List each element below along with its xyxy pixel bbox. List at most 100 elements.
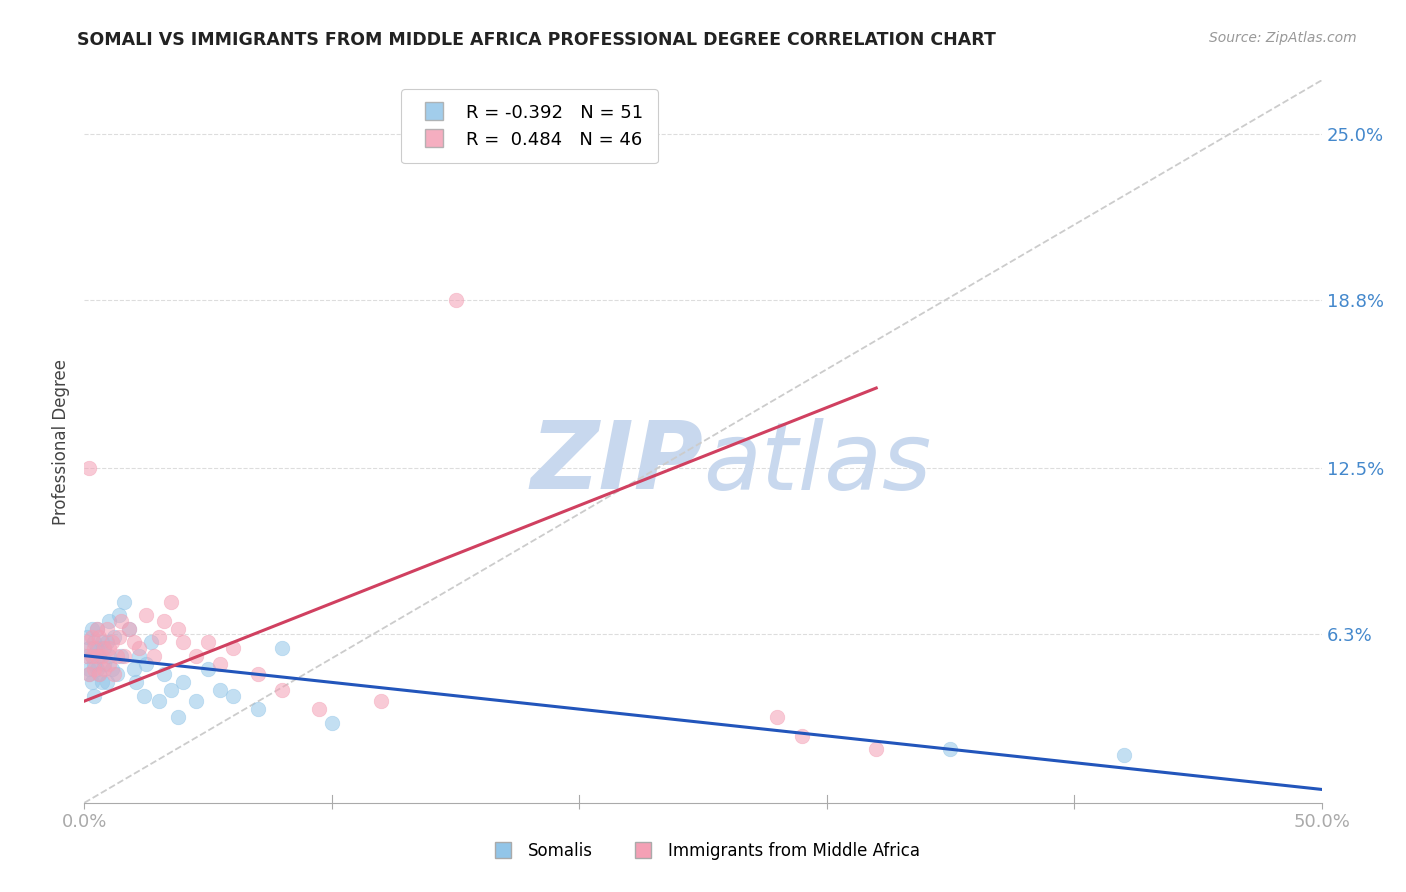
Point xyxy=(172,635,194,649)
Point xyxy=(103,630,125,644)
Point xyxy=(112,648,135,663)
Point xyxy=(135,608,157,623)
Point xyxy=(184,694,207,708)
Point xyxy=(80,630,103,644)
Point xyxy=(142,648,165,663)
Point xyxy=(76,635,98,649)
Point xyxy=(321,715,343,730)
Point xyxy=(308,702,330,716)
Point xyxy=(90,675,112,690)
Point xyxy=(76,648,98,663)
Point xyxy=(766,710,789,724)
Point xyxy=(444,293,467,307)
Point xyxy=(1112,747,1135,762)
Point xyxy=(118,622,141,636)
Point xyxy=(79,640,101,655)
Point xyxy=(112,595,135,609)
Point xyxy=(89,630,111,644)
Point xyxy=(160,595,183,609)
Point xyxy=(128,640,150,655)
Point xyxy=(172,675,194,690)
Point xyxy=(76,630,98,644)
Point xyxy=(83,657,105,671)
Point xyxy=(148,694,170,708)
Point xyxy=(83,662,105,676)
Point xyxy=(83,689,105,703)
Point xyxy=(76,648,98,663)
Point xyxy=(86,622,108,636)
Point xyxy=(89,667,111,681)
Point xyxy=(118,622,141,636)
Point xyxy=(98,657,121,671)
Point xyxy=(80,622,103,636)
Point xyxy=(865,742,887,756)
Point xyxy=(167,710,190,724)
Point xyxy=(93,657,115,671)
Legend: Somalis, Immigrants from Middle Africa: Somalis, Immigrants from Middle Africa xyxy=(479,836,927,867)
Point xyxy=(96,622,118,636)
Point xyxy=(86,640,108,655)
Point xyxy=(152,667,174,681)
Point xyxy=(160,683,183,698)
Point xyxy=(98,640,121,655)
Point xyxy=(79,667,101,681)
Point xyxy=(83,640,105,655)
Point xyxy=(80,648,103,663)
Text: ZIP: ZIP xyxy=(530,417,703,509)
Point xyxy=(79,667,101,681)
Point xyxy=(122,662,145,676)
Point xyxy=(271,683,294,698)
Point xyxy=(246,667,269,681)
Point xyxy=(148,630,170,644)
Point xyxy=(152,614,174,628)
Point xyxy=(197,662,219,676)
Point xyxy=(105,667,128,681)
Point xyxy=(93,662,115,676)
Point xyxy=(108,630,131,644)
Point xyxy=(108,608,131,623)
Point xyxy=(89,648,111,663)
Point xyxy=(790,729,813,743)
Point xyxy=(93,640,115,655)
Point xyxy=(90,635,112,649)
Point xyxy=(86,622,108,636)
Point xyxy=(222,689,245,703)
Point xyxy=(98,648,121,663)
Point xyxy=(100,662,122,676)
Point xyxy=(167,622,190,636)
Point xyxy=(105,648,128,663)
Point xyxy=(128,648,150,663)
Point xyxy=(110,614,132,628)
Point xyxy=(222,640,245,655)
Point xyxy=(86,648,108,663)
Point xyxy=(89,667,111,681)
Point xyxy=(246,702,269,716)
Point xyxy=(209,657,232,671)
Point xyxy=(98,614,121,628)
Point xyxy=(93,640,115,655)
Point xyxy=(135,657,157,671)
Point xyxy=(100,635,122,649)
Point xyxy=(132,689,155,703)
Text: atlas: atlas xyxy=(703,417,931,508)
Point xyxy=(209,683,232,698)
Y-axis label: Professional Degree: Professional Degree xyxy=(52,359,70,524)
Point xyxy=(79,662,101,676)
Point xyxy=(110,648,132,663)
Point xyxy=(939,742,962,756)
Point xyxy=(184,648,207,663)
Point xyxy=(79,461,101,475)
Point xyxy=(80,648,103,663)
Point xyxy=(103,667,125,681)
Text: SOMALI VS IMMIGRANTS FROM MIDDLE AFRICA PROFESSIONAL DEGREE CORRELATION CHART: SOMALI VS IMMIGRANTS FROM MIDDLE AFRICA … xyxy=(77,31,997,49)
Text: Source: ZipAtlas.com: Source: ZipAtlas.com xyxy=(1209,31,1357,45)
Point xyxy=(80,675,103,690)
Point xyxy=(141,635,163,649)
Point xyxy=(122,635,145,649)
Point xyxy=(96,675,118,690)
Point xyxy=(125,675,148,690)
Point xyxy=(271,640,294,655)
Point xyxy=(370,694,392,708)
Point xyxy=(90,648,112,663)
Point xyxy=(86,662,108,676)
